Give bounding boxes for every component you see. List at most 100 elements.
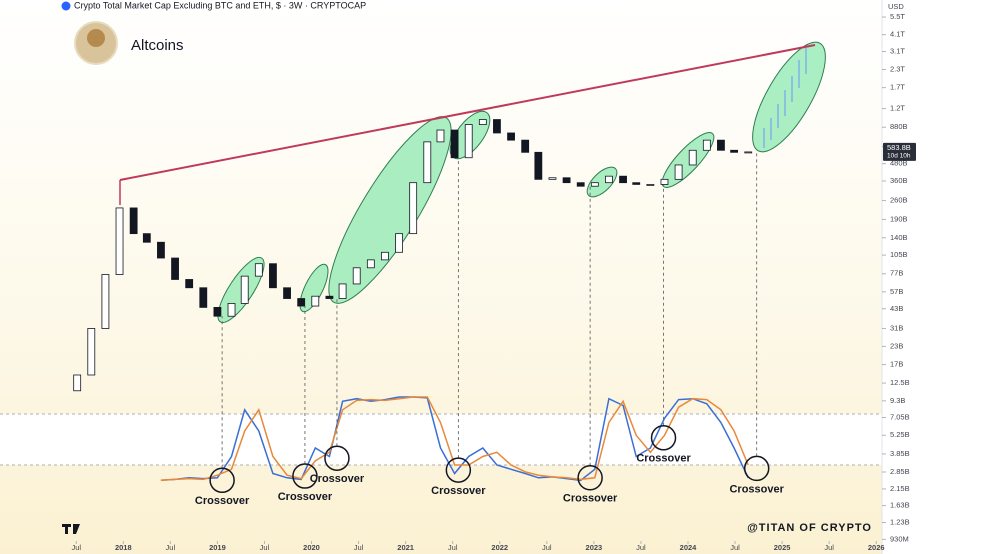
y-tick-label: 57B bbox=[890, 287, 903, 296]
candle bbox=[409, 182, 418, 235]
x-tick-label: 2024 bbox=[680, 543, 698, 552]
trend-line bbox=[119, 44, 816, 181]
annotation-label: Crossover bbox=[278, 491, 333, 503]
candle bbox=[576, 182, 585, 187]
candle bbox=[157, 241, 165, 259]
x-tick-label: 2025 bbox=[774, 543, 791, 552]
highlight-ellipse bbox=[586, 166, 618, 198]
candle bbox=[297, 298, 306, 307]
indicator-band bbox=[0, 414, 882, 465]
y-tick-label: 31B bbox=[890, 323, 903, 332]
y-tick-label: 4.1T bbox=[890, 30, 905, 39]
x-tick-label: 2022 bbox=[491, 543, 508, 552]
x-tick-label: Jul bbox=[71, 543, 81, 552]
candle bbox=[646, 184, 655, 186]
x-tick-label: 2021 bbox=[397, 543, 414, 552]
tv-logo bbox=[62, 524, 80, 534]
candle bbox=[311, 295, 320, 307]
candle bbox=[660, 178, 669, 185]
crossover-marker bbox=[650, 425, 677, 451]
candle bbox=[702, 139, 711, 151]
annotation-label: Crossover bbox=[431, 485, 486, 497]
candle bbox=[199, 287, 208, 308]
x-tick-label: Jul bbox=[260, 543, 270, 552]
y-tick-label: 1.63B bbox=[890, 501, 910, 510]
candle bbox=[269, 263, 277, 289]
candle bbox=[395, 233, 403, 253]
symbol-icon bbox=[61, 1, 71, 11]
y-tick-label: 5.5T bbox=[890, 12, 905, 21]
plot-background bbox=[0, 0, 882, 554]
candle bbox=[548, 177, 557, 180]
annotation-label: Crossover bbox=[729, 483, 784, 495]
candle bbox=[507, 132, 515, 141]
candle bbox=[185, 279, 194, 289]
crossover-marker bbox=[577, 465, 603, 491]
candle bbox=[366, 259, 375, 269]
y-tick-label: 2.3T bbox=[890, 64, 905, 73]
candle bbox=[605, 175, 613, 184]
x-tick-label: Jul bbox=[730, 543, 740, 552]
crossover-marker bbox=[324, 445, 350, 471]
candle bbox=[227, 303, 236, 317]
candle bbox=[562, 177, 571, 184]
y-tick-label: 930M bbox=[890, 534, 909, 543]
price-axis-background bbox=[882, 0, 984, 554]
x-tick-label: 2020 bbox=[303, 543, 320, 552]
y-tick-label: 140B bbox=[890, 233, 908, 242]
candle bbox=[619, 175, 627, 184]
y-tick-label: 190B bbox=[890, 214, 908, 223]
chart-name: Altcoins bbox=[131, 37, 184, 54]
y-tick-label: 43B bbox=[890, 304, 903, 313]
x-tick-label: 2026 bbox=[868, 543, 885, 552]
indicator-line bbox=[160, 396, 749, 482]
x-tick-label: Jul bbox=[354, 543, 364, 552]
y-tick-label: 480B bbox=[890, 159, 908, 168]
candle bbox=[115, 207, 124, 275]
candle bbox=[493, 119, 501, 134]
x-tick-label: 2023 bbox=[586, 543, 603, 552]
annotation-label: Crossover bbox=[636, 453, 691, 465]
y-tick-label: 360B bbox=[890, 176, 908, 185]
annotation-label: Crossover bbox=[563, 493, 618, 505]
last-price-label: 583.8B bbox=[887, 143, 911, 152]
y-tick-label: 3.85B bbox=[890, 449, 910, 458]
candle bbox=[436, 129, 445, 143]
candle bbox=[101, 274, 110, 329]
watermark: @TITAN OF CRYPTO bbox=[747, 522, 872, 534]
y-tick-label: 2.15B bbox=[890, 484, 910, 493]
x-tick-label: Jul bbox=[166, 543, 176, 552]
candle bbox=[338, 283, 347, 299]
annotation-label: Crossover bbox=[195, 495, 250, 507]
candle bbox=[632, 182, 641, 185]
candle bbox=[534, 151, 543, 180]
y-tick-label: 17B bbox=[890, 360, 903, 369]
candle bbox=[730, 149, 739, 153]
candle bbox=[464, 124, 473, 159]
x-tick-label: 2019 bbox=[209, 543, 226, 552]
candle bbox=[674, 164, 683, 180]
y-tick-label: 5.25B bbox=[890, 430, 910, 439]
candle bbox=[142, 233, 151, 243]
plot-layer bbox=[0, 119, 882, 482]
crossover-marker bbox=[292, 463, 318, 489]
candle bbox=[423, 141, 432, 184]
candle bbox=[352, 267, 361, 285]
candle bbox=[381, 251, 389, 261]
candle bbox=[240, 275, 249, 304]
y-tick-label: 7.05B bbox=[890, 413, 910, 422]
candle bbox=[129, 207, 138, 235]
candle bbox=[171, 257, 179, 280]
y-tick-label: 1.2T bbox=[890, 104, 905, 113]
candle bbox=[73, 374, 82, 392]
chart-title: Crypto Total Market Cap Excluding BTC an… bbox=[74, 0, 366, 10]
countdown-label: 10d 10h bbox=[887, 153, 911, 160]
y-tick-label: 12.5B bbox=[890, 378, 910, 387]
candle bbox=[688, 149, 697, 166]
x-tick-label: Jul bbox=[542, 543, 552, 552]
y-tick-label: 9.3B bbox=[890, 396, 905, 405]
y-tick-label: 77B bbox=[890, 269, 903, 278]
y-tick-label: 3.1T bbox=[890, 46, 905, 55]
candle bbox=[87, 328, 96, 376]
